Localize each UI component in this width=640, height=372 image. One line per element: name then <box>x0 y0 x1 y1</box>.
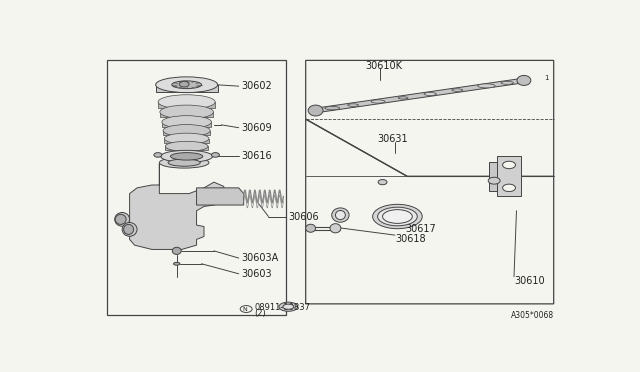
Text: 30606: 30606 <box>288 212 319 221</box>
Polygon shape <box>315 78 525 113</box>
Text: A305*0068: A305*0068 <box>511 311 554 320</box>
Text: 30616: 30616 <box>241 151 272 161</box>
Ellipse shape <box>158 95 215 109</box>
Text: N: N <box>243 307 248 311</box>
Ellipse shape <box>308 105 323 116</box>
Bar <box>497 156 522 196</box>
Ellipse shape <box>330 224 341 233</box>
Ellipse shape <box>115 214 126 224</box>
Text: (2): (2) <box>255 309 266 318</box>
Ellipse shape <box>348 104 358 106</box>
Polygon shape <box>158 102 215 108</box>
Ellipse shape <box>168 159 200 166</box>
Text: 30603: 30603 <box>241 269 272 279</box>
Circle shape <box>502 161 515 169</box>
Text: 30618: 30618 <box>395 234 426 244</box>
Polygon shape <box>165 146 208 150</box>
Circle shape <box>154 153 162 157</box>
Ellipse shape <box>517 76 531 86</box>
Ellipse shape <box>156 77 218 93</box>
Ellipse shape <box>173 262 180 265</box>
Ellipse shape <box>424 93 436 95</box>
Polygon shape <box>160 112 213 118</box>
Text: 08911-10837: 08911-10837 <box>255 303 310 312</box>
Ellipse shape <box>378 207 417 226</box>
Ellipse shape <box>170 153 203 160</box>
Ellipse shape <box>161 150 212 162</box>
Ellipse shape <box>172 81 202 89</box>
Ellipse shape <box>172 247 181 254</box>
Text: 30602: 30602 <box>241 81 272 91</box>
Circle shape <box>211 153 220 157</box>
Ellipse shape <box>398 97 408 99</box>
Text: 30609: 30609 <box>241 123 272 133</box>
Polygon shape <box>164 139 209 143</box>
Ellipse shape <box>159 157 209 168</box>
Ellipse shape <box>164 133 209 144</box>
Ellipse shape <box>452 89 463 92</box>
Ellipse shape <box>122 222 137 236</box>
Ellipse shape <box>124 224 134 234</box>
Ellipse shape <box>115 212 130 226</box>
Ellipse shape <box>501 81 513 84</box>
Text: 30610: 30610 <box>514 276 545 286</box>
Ellipse shape <box>162 116 211 128</box>
Ellipse shape <box>371 100 385 103</box>
Ellipse shape <box>165 141 208 151</box>
Ellipse shape <box>160 105 213 119</box>
Ellipse shape <box>477 84 495 88</box>
Polygon shape <box>196 188 244 205</box>
Ellipse shape <box>378 180 387 185</box>
Ellipse shape <box>279 302 298 311</box>
Ellipse shape <box>163 125 210 137</box>
Ellipse shape <box>372 204 422 229</box>
Bar <box>108 60 286 315</box>
Ellipse shape <box>325 106 340 110</box>
Circle shape <box>179 81 189 87</box>
Ellipse shape <box>332 208 349 222</box>
Polygon shape <box>163 131 210 135</box>
Polygon shape <box>129 164 224 250</box>
Ellipse shape <box>383 210 412 223</box>
Ellipse shape <box>335 211 346 219</box>
Text: 1: 1 <box>544 74 548 81</box>
Text: 30603A: 30603A <box>241 253 278 263</box>
Bar <box>489 162 497 191</box>
Text: 30610K: 30610K <box>365 61 402 71</box>
Text: 30631: 30631 <box>378 134 408 144</box>
Ellipse shape <box>306 224 316 232</box>
Polygon shape <box>156 85 218 92</box>
Circle shape <box>488 177 500 184</box>
Circle shape <box>502 184 515 192</box>
Ellipse shape <box>283 304 294 309</box>
Text: 30617: 30617 <box>405 224 436 234</box>
Polygon shape <box>162 122 211 127</box>
